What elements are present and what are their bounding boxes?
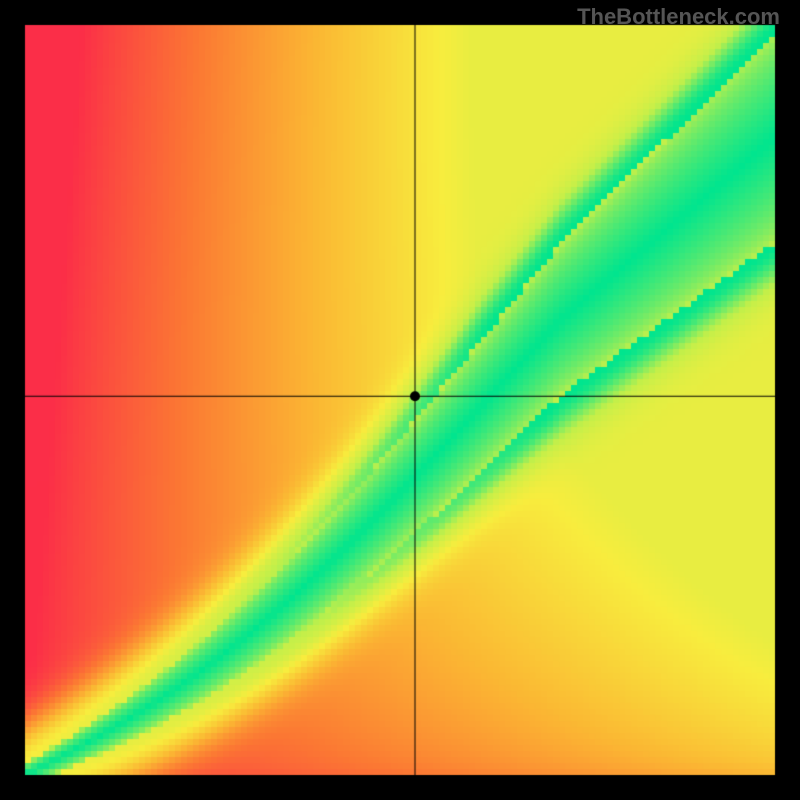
bottleneck-heatmap-chart: TheBottleneck.com [0, 0, 800, 800]
watermark-label: TheBottleneck.com [577, 4, 780, 30]
heatmap-canvas [0, 0, 800, 800]
